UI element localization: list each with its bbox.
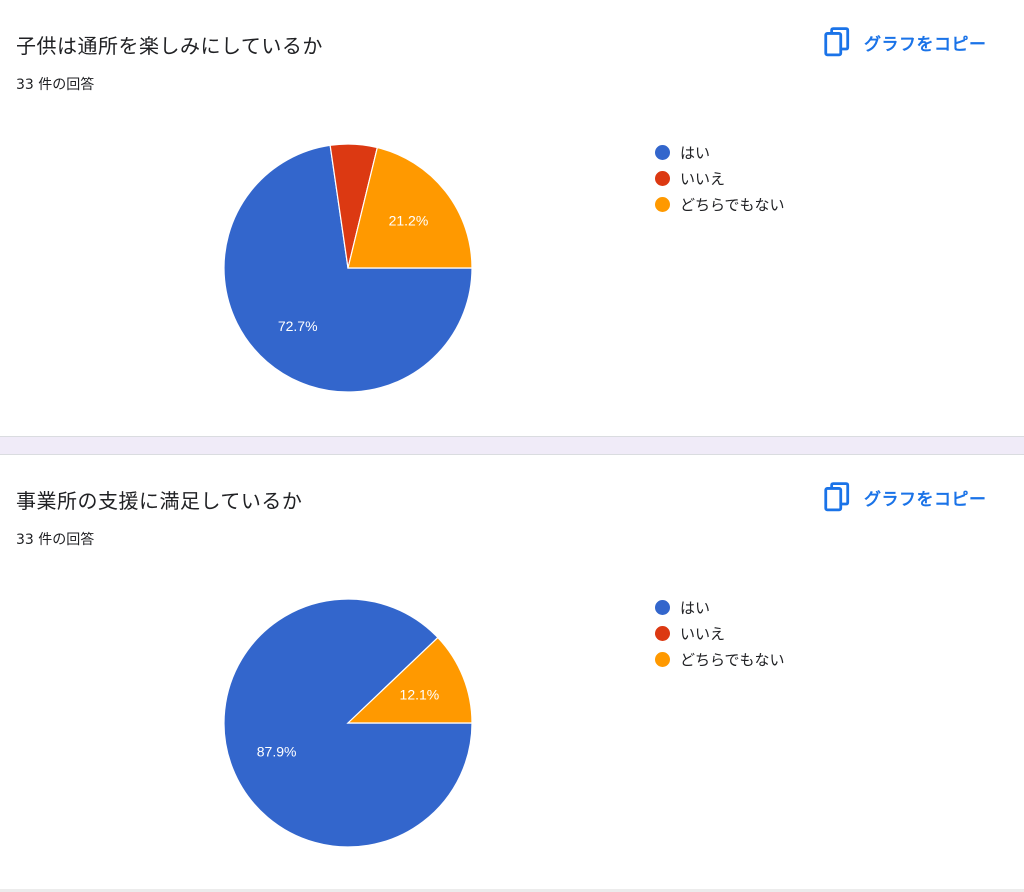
- copy-chart-button[interactable]: グラフをコピー: [824, 26, 987, 58]
- question-title: 子供は通所を楽しみにしているか: [16, 34, 323, 58]
- legend-label: いいえ: [680, 624, 726, 643]
- slice-label-neither: 21.2%: [389, 212, 429, 228]
- pie-slice-yes[interactable]: [223, 144, 473, 393]
- legend-dot-neither: [655, 196, 670, 212]
- copy-chart-label: グラフをコピー: [864, 34, 987, 55]
- legend-dot-no: [655, 170, 670, 186]
- legend-label: いいえ: [680, 169, 726, 188]
- pie-slice-neither[interactable]: [346, 636, 473, 724]
- legend-item-neither: どちらでもない: [655, 646, 785, 672]
- chart-legend: はい いいえ どちらでもない: [655, 139, 785, 217]
- response-count: 33 件の回答: [16, 532, 95, 548]
- legend-dot-no: [655, 625, 670, 641]
- legend-label: どちらでもない: [680, 195, 785, 214]
- chart-legend: はい いいえ どちらでもない: [655, 594, 785, 672]
- slice-label-neither: 12.1%: [400, 686, 440, 702]
- legend-item-no: いいえ: [655, 165, 785, 191]
- response-count: 33 件の回答: [16, 77, 95, 93]
- pie-chart: 72.7% 21.2%: [223, 143, 473, 393]
- slice-label-yes: 72.7%: [278, 318, 318, 334]
- legend-dot-yes: [655, 599, 670, 615]
- copy-icon: [824, 27, 850, 57]
- copy-icon: [824, 482, 850, 512]
- question-card: 事業所の支援に満足しているか 33 件の回答 グラフをコピー 87.9% 12.1…: [0, 455, 1024, 889]
- legend-label: はい: [680, 143, 711, 162]
- question-card: 子供は通所を楽しみにしているか 33 件の回答 グラフをコピー 72.7% 21.…: [0, 0, 1024, 436]
- pie-chart: 87.9% 12.1%: [223, 598, 473, 848]
- pie-slice-neither[interactable]: [347, 146, 473, 269]
- legend-label: どちらでもない: [680, 650, 785, 669]
- legend-dot-neither: [655, 651, 670, 667]
- copy-chart-button[interactable]: グラフをコピー: [824, 481, 987, 513]
- legend-dot-yes: [655, 144, 670, 160]
- legend-item-yes: はい: [655, 139, 785, 165]
- card-separator: [0, 436, 1024, 455]
- legend-item-yes: はい: [655, 594, 785, 620]
- legend-item-no: いいえ: [655, 620, 785, 646]
- copy-chart-label: グラフをコピー: [864, 489, 987, 510]
- question-title: 事業所の支援に満足しているか: [16, 489, 303, 513]
- bottom-divider: [0, 889, 1024, 892]
- legend-item-neither: どちらでもない: [655, 191, 785, 217]
- legend-label: はい: [680, 598, 711, 617]
- slice-label-yes: 87.9%: [257, 744, 297, 760]
